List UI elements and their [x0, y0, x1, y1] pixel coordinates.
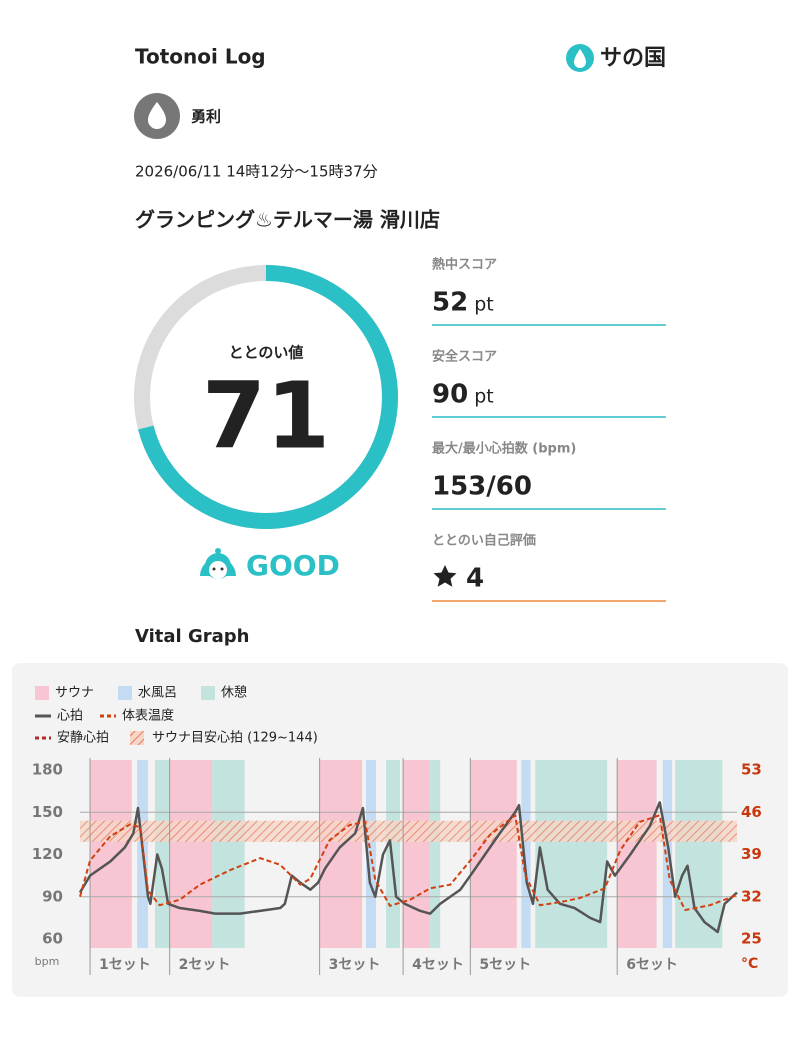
phase-band — [319, 760, 363, 948]
y-tick-label: 90 — [42, 887, 63, 905]
phase-band — [403, 760, 431, 948]
y2-tick-label: 53 — [741, 761, 762, 779]
set-label: 1セット — [99, 957, 151, 973]
legend-label: 体表温度 — [122, 708, 174, 724]
score-value: 71 — [202, 362, 330, 469]
app-title: Totonoi Log — [135, 45, 266, 69]
temperature-line — [79, 814, 738, 912]
phase-band — [212, 760, 245, 948]
target-band — [80, 820, 737, 842]
phase-band — [617, 760, 657, 948]
avatar — [134, 93, 180, 139]
metric-unit: pt — [474, 294, 494, 316]
y2-tick-label: 25 — [741, 930, 762, 948]
metric-unit: pt — [474, 386, 494, 408]
phase-band — [470, 760, 517, 948]
metric-value: 4 — [466, 564, 484, 594]
phase-band — [386, 760, 400, 948]
gauge-arc — [134, 265, 398, 529]
phase-band — [675, 760, 723, 948]
set-label: 3セット — [329, 957, 381, 973]
y-tick-label: 180 — [32, 761, 63, 779]
legend-swatch — [118, 686, 132, 700]
heart-rate-line — [78, 801, 738, 934]
set-label: 2セット — [179, 957, 231, 973]
legend-swatch — [35, 686, 49, 700]
legend-swatch — [130, 731, 144, 745]
legend-swatch — [201, 686, 215, 700]
legend-label: 安静心拍 — [57, 731, 109, 746]
phase-band — [90, 760, 132, 948]
legend-label: サウナ目安心拍 (129~144) — [152, 731, 318, 746]
user-name: 勇利 — [191, 108, 221, 126]
logo: サの国 — [566, 44, 666, 72]
set-label: 5セット — [479, 957, 531, 973]
y-tick-label: 60 — [42, 930, 63, 948]
legend-label: 心拍 — [57, 709, 83, 724]
y-tick-label: 150 — [32, 803, 63, 821]
phase-band — [662, 760, 673, 948]
metric-label: 安全スコア — [432, 349, 497, 365]
y-unit: bpm — [35, 955, 60, 968]
legend-label: 休憩 — [221, 685, 247, 701]
rating: GOOD — [246, 549, 340, 582]
session-datetime: 2026/06/11 14時12分〜15時37分 — [135, 163, 378, 181]
phase-band — [430, 760, 441, 948]
set-label: 4セット — [412, 957, 464, 973]
y-tick-label: 120 — [32, 845, 63, 863]
phase-band — [535, 760, 608, 948]
y2-tick-label: 46 — [741, 803, 762, 821]
metric-label: 熱中スコア — [432, 257, 497, 273]
rating-icon — [200, 548, 236, 579]
y2-unit: °C — [741, 956, 758, 972]
section-title: Vital Graph — [135, 626, 249, 647]
phase-band — [169, 760, 213, 948]
legend-label: 水風呂 — [138, 686, 177, 701]
score-label: ととのい値 — [229, 344, 304, 362]
metric-label: 最大/最小心拍数 (bpm) — [432, 441, 576, 457]
metric-value: 153/60 — [432, 472, 532, 502]
phase-band — [154, 760, 170, 948]
facility-name: グランピング♨テルマー湯 滑川店 — [135, 208, 440, 232]
legend-label: サウナ — [55, 686, 94, 701]
metric-label: ととのい自己評価 — [432, 533, 536, 549]
metric-value: 90 — [432, 380, 468, 410]
y2-tick-label: 39 — [741, 845, 762, 863]
metric-value: 52 — [432, 288, 468, 318]
y2-tick-label: 32 — [741, 887, 762, 905]
phase-band — [521, 760, 531, 948]
logo-text: サの国 — [600, 46, 666, 71]
star-icon — [433, 565, 457, 587]
set-label: 6セット — [626, 957, 678, 973]
